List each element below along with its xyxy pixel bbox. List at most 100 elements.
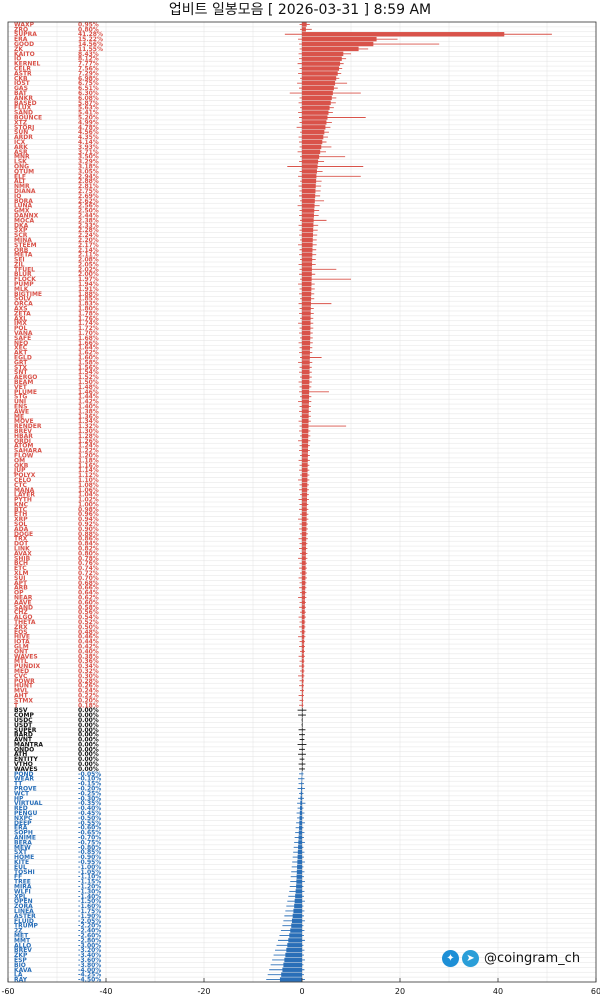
bar — [302, 164, 318, 169]
row-label: DKA — [14, 222, 29, 229]
row-percent: 0.00% — [78, 751, 99, 758]
row-percent: 1.24% — [78, 443, 99, 450]
bar — [302, 311, 311, 316]
bar — [302, 76, 337, 81]
row-percent: 0.56% — [78, 609, 99, 616]
bar — [302, 394, 310, 399]
row-label: SAFE — [14, 335, 31, 342]
row-label: POLYX — [14, 472, 36, 479]
row-percent: 0.00% — [78, 722, 99, 729]
row-label: PYTH — [14, 497, 32, 504]
row-label: LA — [14, 972, 23, 979]
bar — [285, 952, 302, 958]
bar — [290, 928, 302, 933]
row-label: ETH — [14, 511, 27, 518]
bar — [302, 56, 342, 61]
bar — [302, 110, 329, 115]
row-label: RENDER — [14, 423, 42, 430]
row-percent: 2.88% — [78, 178, 99, 185]
bar — [302, 727, 303, 732]
row-label: SNT — [14, 369, 28, 376]
row-percent: 2.02% — [78, 266, 99, 273]
row-percent: 2.14% — [78, 247, 99, 254]
row-label: ESP — [14, 957, 27, 964]
bar — [302, 448, 308, 453]
row-label: STX — [14, 364, 27, 371]
row-label: CTC — [14, 482, 27, 489]
row-percent: 0.00% — [78, 717, 99, 724]
row-percent: -0.80% — [78, 844, 101, 851]
row-percent: 5.63% — [78, 105, 99, 112]
row-percent: 1.52% — [78, 374, 99, 381]
row-label: POWR — [14, 678, 35, 685]
row-label: LINK — [14, 546, 30, 553]
bar — [302, 458, 308, 463]
bar — [302, 330, 311, 336]
row-percent: -0.25% — [78, 790, 101, 797]
row-label: PUMP — [14, 281, 34, 288]
bar — [299, 810, 302, 816]
bar — [302, 658, 304, 664]
bar — [302, 286, 312, 292]
bar — [302, 404, 309, 409]
row-percent: 6.08% — [78, 95, 99, 102]
row-percent: 4.35% — [78, 134, 99, 141]
row-label: T — [14, 702, 19, 709]
row-label: KITE — [14, 859, 29, 866]
row-label: ELF — [14, 173, 26, 180]
bar — [302, 203, 315, 208]
bar — [302, 51, 344, 57]
x-tick-label: 60 — [591, 987, 600, 996]
row-label: VTHO — [14, 761, 33, 768]
bar — [302, 227, 314, 233]
row-label: BREV — [14, 428, 32, 435]
bar — [302, 360, 310, 365]
row-label: LAYER — [14, 492, 35, 499]
bar — [302, 193, 316, 199]
bar — [300, 791, 302, 796]
bar — [302, 418, 309, 424]
bar — [302, 321, 311, 326]
row-percent: 0.30% — [78, 673, 99, 680]
row-percent: 1.54% — [78, 369, 99, 376]
row-percent: -0.50% — [78, 815, 101, 822]
row-percent: 0.32% — [78, 668, 99, 675]
row-percent: -0.65% — [78, 830, 101, 837]
bar — [296, 874, 302, 879]
row-label: KNC — [14, 501, 29, 508]
bar — [302, 61, 341, 66]
row-percent: -2.20% — [78, 923, 101, 930]
row-percent: -1.10% — [78, 874, 101, 881]
row-label: PLUME — [14, 389, 37, 396]
bar — [298, 840, 302, 845]
bar — [302, 125, 326, 130]
row-percent: 2.94% — [78, 173, 99, 180]
row-label: BCH — [14, 560, 28, 567]
bar — [302, 183, 316, 189]
row-percent: 0.22% — [78, 692, 99, 699]
bar — [302, 541, 307, 546]
bar — [302, 575, 306, 581]
row-label: SHIB — [14, 555, 31, 562]
bar — [302, 492, 308, 497]
bar — [296, 884, 302, 889]
row-label: SCR — [14, 232, 28, 239]
bar — [302, 223, 314, 228]
row-percent: 0.52% — [78, 619, 99, 626]
bar — [302, 570, 306, 576]
row-label: PENGU — [14, 810, 37, 817]
row-label: VANA — [14, 330, 33, 337]
row-label: EUL — [14, 864, 27, 871]
row-percent: -2.60% — [78, 932, 101, 939]
row-percent: 14.56% — [78, 41, 103, 48]
row-percent: -0.75% — [78, 839, 101, 846]
bar — [302, 355, 310, 360]
bar — [302, 281, 312, 287]
bar — [302, 365, 310, 370]
row-label: APT — [14, 580, 28, 587]
bar — [302, 149, 321, 154]
row-percent: 1.32% — [78, 423, 99, 430]
row-label: HOME — [14, 854, 34, 861]
row-percent: 0.48% — [78, 629, 99, 636]
row-label: ZETA — [14, 310, 31, 317]
